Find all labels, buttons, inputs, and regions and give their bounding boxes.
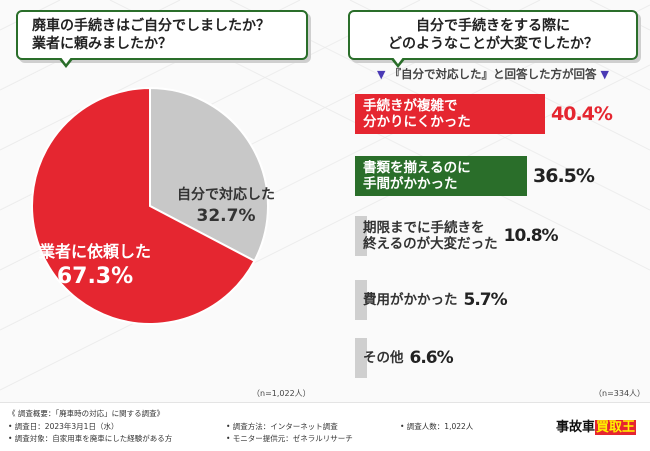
bar-category-label: 書類を揃えるのに 手間がかかった (363, 160, 471, 192)
left-question: 廃車の手続きはご自分でしましたか？ 業者に頼みましたか？ (32, 18, 270, 52)
bar (355, 216, 367, 256)
triangle-down-icon: ▼ (377, 68, 386, 81)
bar-row: 書類を揃えるのに 手間がかかった 36.5% (355, 156, 595, 196)
footer (0, 402, 650, 451)
bar-row: 期限までに手続きを 終えるのが大変だった 10.8% (355, 216, 559, 256)
bar-category-label: その他 (363, 350, 404, 366)
triangle-down-icon: ▼ (600, 68, 609, 81)
bar (355, 280, 367, 320)
left-sample-size: （n=1,022人） (252, 389, 311, 398)
bar: 手続きが複雑で 分かりにくかった (355, 94, 545, 134)
pie-chart (31, 86, 269, 325)
bar-value-label: 6.6% (409, 348, 454, 368)
bar-category-label: 期限までに手続きを 終えるのが大変だった (363, 220, 498, 252)
survey-method: • 調査方法：インターネット調査 (226, 422, 338, 431)
left-bubble-pointer (58, 56, 74, 68)
pie-label-vendor-name: 業者に依頼した (38, 242, 151, 261)
survey-provider: • モニター提供元：ゼネラルリサーチ (226, 434, 353, 443)
subtitle-text: 『自分で対応した』と回答した方が回答 (389, 67, 597, 81)
bar-value-label: 40.4% (551, 103, 613, 125)
bar-row: 手続きが複雑で 分かりにくかった 40.4% (355, 94, 613, 134)
bar-row: その他 6.6% (355, 338, 454, 378)
bar-category-label: 費用がかかった (363, 292, 458, 308)
pie-slice-self (149, 86, 269, 263)
right-subtitle: ▼ 『自分で対応した』と回答した方が回答 ▼ (348, 66, 638, 82)
right-bubble-pointer (390, 56, 406, 68)
bar (355, 338, 367, 378)
survey-target: • 調査対象：自家用車を廃車にした経験がある方 (8, 434, 173, 443)
survey-date: • 調査日：2023年3月1日（水） (8, 422, 119, 431)
right-question: 自分で手続きをする際に どのようなことが大変でしたか？ (388, 18, 598, 52)
right-question-box: 自分で手続きをする際に どのようなことが大変でしたか？ (348, 10, 638, 68)
logo-highlight: 買取王 (595, 420, 637, 435)
survey-overview: 《 調査概要：「廃車時の対応」に関する調査》 (8, 409, 165, 418)
logo-text: 事故車 (556, 420, 596, 435)
pie-label-vendor: 業者に依頼した 67.3% (20, 244, 170, 288)
left-question-box: 廃車の手続きはご自分でしましたか？ 業者に頼みましたか？ (16, 10, 308, 68)
bar-value-label: 10.8% (503, 226, 559, 246)
bar: 書類を揃えるのに 手間がかかった (355, 156, 527, 196)
bar-value-label: 5.7% (463, 290, 508, 310)
pie-label-self-name: 自分で対応した (177, 187, 275, 203)
brand-logo: 事故車買取王 (556, 416, 637, 435)
bar-value-label: 36.5% (533, 165, 595, 187)
pie-label-self-value: 32.7% (196, 206, 256, 226)
bar-row: 費用がかかった 5.7% (355, 280, 508, 320)
pie-label-vendor-value: 67.3% (56, 264, 134, 289)
bar-category-label: 手続きが複雑で 分かりにくかった (363, 98, 471, 130)
survey-count: • 調査人数：1,022人 (400, 422, 474, 431)
pie-slice-vendor (31, 86, 256, 325)
right-sample-size: （n=334人） (594, 389, 646, 398)
pie-label-self: 自分で対応した 32.7% (164, 188, 288, 225)
